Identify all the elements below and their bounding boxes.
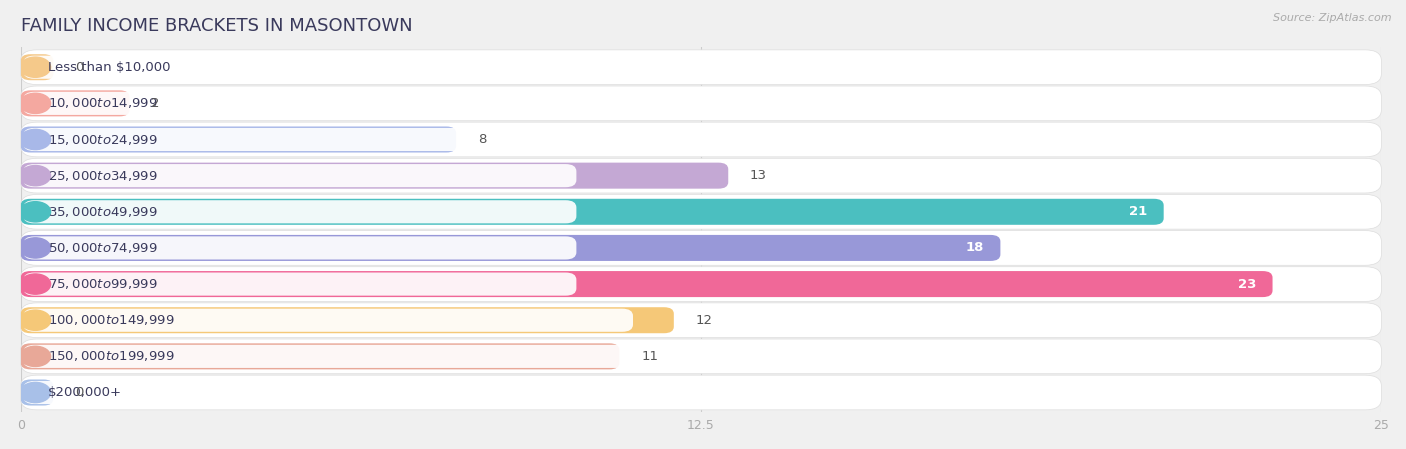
FancyBboxPatch shape bbox=[21, 231, 1382, 265]
Circle shape bbox=[20, 129, 51, 150]
Circle shape bbox=[20, 310, 51, 330]
FancyBboxPatch shape bbox=[21, 158, 1382, 193]
Text: $10,000 to $14,999: $10,000 to $14,999 bbox=[48, 97, 157, 110]
Text: Less than $10,000: Less than $10,000 bbox=[48, 61, 170, 74]
Text: 0: 0 bbox=[75, 386, 83, 399]
Text: 0: 0 bbox=[75, 61, 83, 74]
FancyBboxPatch shape bbox=[24, 381, 322, 404]
FancyBboxPatch shape bbox=[24, 56, 548, 79]
Circle shape bbox=[20, 57, 51, 77]
Text: $15,000 to $24,999: $15,000 to $24,999 bbox=[48, 132, 157, 146]
Text: $50,000 to $74,999: $50,000 to $74,999 bbox=[48, 241, 157, 255]
Text: 13: 13 bbox=[749, 169, 768, 182]
FancyBboxPatch shape bbox=[21, 194, 1382, 229]
FancyBboxPatch shape bbox=[21, 163, 728, 189]
Circle shape bbox=[20, 238, 51, 258]
Circle shape bbox=[20, 202, 51, 222]
FancyBboxPatch shape bbox=[21, 271, 1272, 297]
FancyBboxPatch shape bbox=[21, 235, 1001, 261]
FancyBboxPatch shape bbox=[21, 343, 620, 370]
Circle shape bbox=[20, 166, 51, 186]
FancyBboxPatch shape bbox=[24, 164, 576, 187]
FancyBboxPatch shape bbox=[24, 345, 633, 368]
FancyBboxPatch shape bbox=[21, 267, 1382, 301]
FancyBboxPatch shape bbox=[21, 379, 53, 405]
Circle shape bbox=[20, 93, 51, 114]
Text: 8: 8 bbox=[478, 133, 486, 146]
FancyBboxPatch shape bbox=[21, 339, 1382, 374]
FancyBboxPatch shape bbox=[24, 128, 576, 151]
Text: 2: 2 bbox=[152, 97, 160, 110]
FancyBboxPatch shape bbox=[21, 90, 129, 116]
FancyBboxPatch shape bbox=[24, 200, 576, 223]
FancyBboxPatch shape bbox=[21, 199, 1164, 225]
Text: 11: 11 bbox=[641, 350, 658, 363]
FancyBboxPatch shape bbox=[24, 236, 576, 260]
FancyBboxPatch shape bbox=[21, 86, 1382, 121]
Text: FAMILY INCOME BRACKETS IN MASONTOWN: FAMILY INCOME BRACKETS IN MASONTOWN bbox=[21, 17, 412, 35]
Text: 21: 21 bbox=[1129, 205, 1147, 218]
Text: 12: 12 bbox=[696, 314, 713, 327]
FancyBboxPatch shape bbox=[24, 92, 576, 115]
Text: Source: ZipAtlas.com: Source: ZipAtlas.com bbox=[1274, 13, 1392, 23]
Text: $150,000 to $199,999: $150,000 to $199,999 bbox=[48, 349, 174, 363]
Text: $75,000 to $99,999: $75,000 to $99,999 bbox=[48, 277, 157, 291]
FancyBboxPatch shape bbox=[21, 307, 673, 333]
Circle shape bbox=[20, 346, 51, 366]
Circle shape bbox=[20, 274, 51, 294]
FancyBboxPatch shape bbox=[21, 127, 456, 153]
Text: $25,000 to $34,999: $25,000 to $34,999 bbox=[48, 169, 157, 183]
FancyBboxPatch shape bbox=[24, 273, 576, 295]
FancyBboxPatch shape bbox=[21, 303, 1382, 338]
Circle shape bbox=[20, 383, 51, 403]
Text: $200,000+: $200,000+ bbox=[48, 386, 122, 399]
FancyBboxPatch shape bbox=[21, 122, 1382, 157]
FancyBboxPatch shape bbox=[24, 308, 633, 332]
FancyBboxPatch shape bbox=[21, 54, 53, 80]
Text: 23: 23 bbox=[1237, 277, 1256, 291]
Text: $100,000 to $149,999: $100,000 to $149,999 bbox=[48, 313, 174, 327]
Text: $35,000 to $49,999: $35,000 to $49,999 bbox=[48, 205, 157, 219]
Text: 18: 18 bbox=[966, 242, 984, 255]
FancyBboxPatch shape bbox=[21, 375, 1382, 410]
FancyBboxPatch shape bbox=[21, 50, 1382, 84]
